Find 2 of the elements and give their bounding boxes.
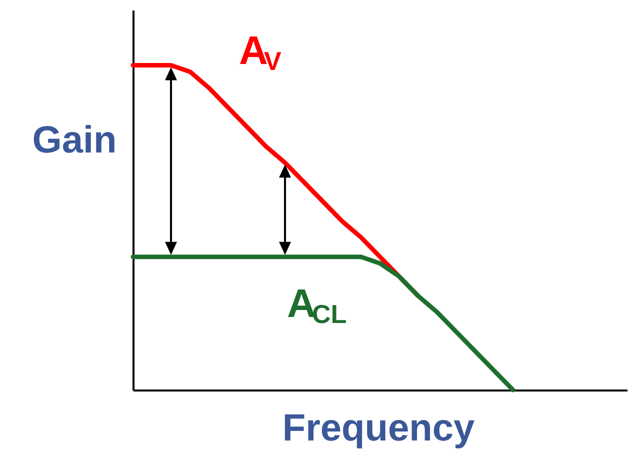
x-axis-title: Frequency: [282, 408, 475, 450]
y-axis-title: Gain: [32, 120, 117, 162]
